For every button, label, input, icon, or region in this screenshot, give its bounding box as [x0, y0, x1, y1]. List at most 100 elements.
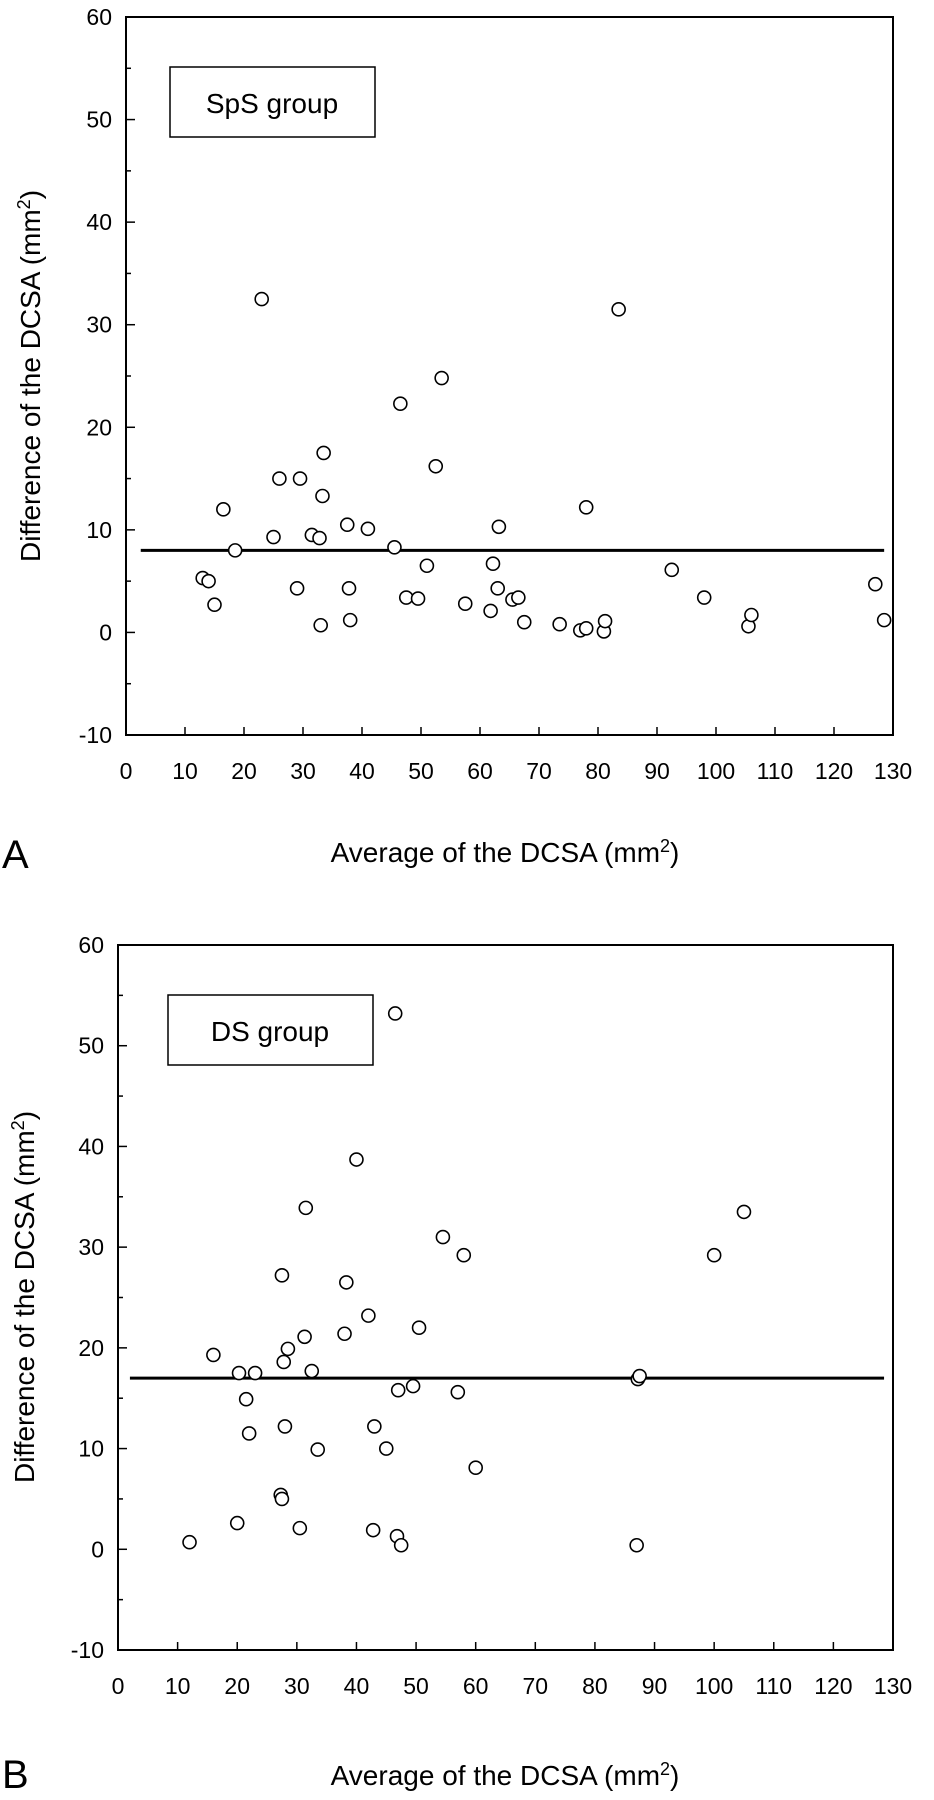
data-point [365, 1522, 381, 1538]
data-point [360, 521, 376, 537]
data-point [434, 370, 449, 386]
data-point [744, 607, 759, 623]
x-tick-label: 0 [112, 1673, 125, 1699]
x-tick-label: 120 [814, 1673, 852, 1699]
y-axis-title: Difference of the DCSA (mm2) [8, 1111, 40, 1483]
data-point [483, 603, 498, 619]
data-point [292, 1520, 308, 1536]
x-axis-title: Average of the DCSA (mm2) [331, 1759, 680, 1791]
y-tick-label: 50 [86, 107, 112, 133]
y-tick-label: 10 [78, 1436, 104, 1462]
data-point [342, 612, 358, 628]
data-point [706, 1247, 722, 1263]
x-tick-label: 10 [172, 758, 198, 784]
data-point [696, 590, 712, 605]
y-tick-label: 40 [78, 1133, 104, 1159]
data-point [490, 581, 506, 596]
x-tick-label: 0 [120, 758, 133, 784]
data-point [378, 1441, 394, 1456]
y-tick-label: 60 [86, 4, 112, 30]
x-tick-label: 70 [526, 758, 552, 784]
y-tick-label: 20 [78, 1335, 104, 1361]
panel-a-chart: -10 0 10 20 30 40 50 60 0 10 20 30 40 50 60 70 80 90 100 1… [2, 4, 912, 877]
x-tick-label: 40 [349, 758, 375, 784]
data-point [274, 1268, 290, 1283]
data-point [266, 529, 281, 545]
y-tick-label: 50 [78, 1033, 104, 1059]
data-point [410, 591, 426, 606]
data-point [387, 1006, 403, 1021]
x-tick-label: 120 [815, 758, 853, 784]
panel-b-chart: -10 0 10 20 30 40 50 60 0 10 20 30 40 50 60 70 80 90 100 1… [2, 932, 912, 1797]
group-label: DS group [211, 1016, 329, 1047]
x-tick-label: 50 [408, 758, 434, 784]
x-tick-label: 80 [582, 1673, 608, 1699]
x-tick-label: 100 [697, 758, 735, 784]
x-tick-label: 10 [165, 1673, 191, 1699]
x-tick-label: 130 [874, 1673, 912, 1699]
data-point [393, 1537, 409, 1553]
data-points [195, 291, 892, 639]
data-point [387, 539, 402, 555]
x-tick-label: 20 [224, 1673, 250, 1699]
y-axis-ticks: -10 0 10 20 30 40 50 60 [79, 4, 135, 748]
data-point [247, 1365, 263, 1381]
x-axis-ticks: 0 10 20 30 40 50 60 70 80 90 100 110 120 130 [112, 1642, 912, 1699]
data-point [229, 1515, 245, 1531]
x-tick-label: 60 [463, 1673, 489, 1699]
data-point [312, 530, 327, 546]
x-axis-ticks: 0 10 20 30 40 50 60 70 80 90 100 110 120 130 [120, 727, 912, 784]
data-point [405, 1378, 421, 1394]
y-axis-title: Difference of the DCSA (mm2) [14, 190, 46, 562]
y-tick-label: -10 [79, 722, 112, 748]
x-tick-label: 50 [403, 1673, 429, 1699]
data-point [337, 1326, 352, 1342]
data-point [274, 1491, 290, 1507]
y-axis-ticks: -10 0 10 20 30 40 50 60 [71, 932, 127, 1663]
y-tick-label: 0 [91, 1536, 104, 1562]
data-point [297, 1329, 312, 1345]
data-point [611, 302, 626, 317]
data-point [867, 576, 883, 592]
x-tick-label: 40 [344, 1673, 370, 1699]
data-point [339, 1275, 354, 1290]
data-point [206, 1347, 221, 1363]
data-point [516, 614, 532, 630]
group-label-box [169, 66, 376, 138]
data-point [664, 562, 680, 578]
data-point [182, 1534, 197, 1550]
data-point [277, 1419, 293, 1434]
data-point [736, 1204, 752, 1220]
data-point [276, 1354, 292, 1370]
panel-label: A [2, 833, 29, 877]
x-tick-label: 30 [290, 758, 316, 784]
x-tick-label: 110 [757, 758, 794, 784]
data-point [419, 558, 435, 574]
data-point [289, 581, 305, 596]
data-point [272, 471, 287, 486]
x-tick-label: 130 [874, 758, 912, 784]
data-point [552, 616, 567, 632]
x-axis-title: Average of the DCSA (mm2) [331, 836, 680, 868]
data-point [298, 1200, 314, 1216]
data-point [315, 488, 330, 504]
data-point [435, 1229, 451, 1245]
data-point [349, 1152, 364, 1167]
data-point [201, 573, 216, 589]
data-point [390, 1382, 406, 1398]
data-point [361, 1308, 376, 1323]
data-point [339, 517, 355, 533]
data-point [292, 471, 308, 486]
data-point [316, 445, 331, 461]
data-point [632, 1368, 647, 1384]
data-point [411, 1320, 427, 1336]
group-label: SpS group [206, 88, 338, 119]
data-point [231, 1365, 247, 1381]
data-point [367, 1419, 382, 1434]
data-point [485, 556, 501, 572]
y-tick-label: 10 [86, 517, 112, 543]
data-point [216, 502, 231, 517]
group-label-box [167, 994, 374, 1066]
x-tick-label: 60 [467, 758, 493, 784]
x-tick-label: 90 [644, 758, 670, 784]
